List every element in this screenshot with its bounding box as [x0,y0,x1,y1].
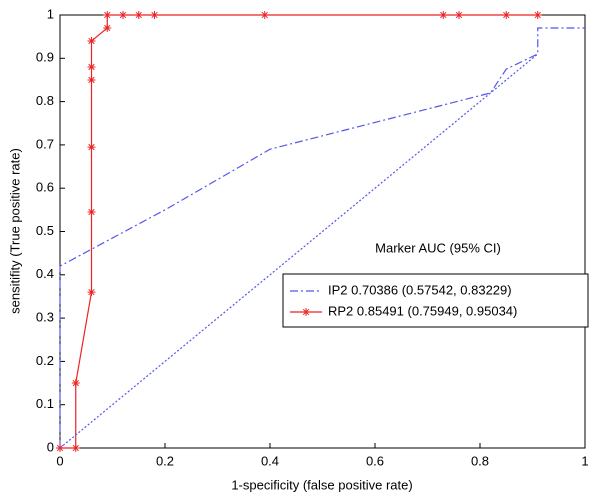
marker [87,288,96,297]
marker [260,11,269,19]
y-tick-label: 0.6 [36,180,54,195]
marker [119,11,127,19]
x-tick-label: 0.6 [366,453,384,468]
series-line [59,53,539,449]
legend-label: RP2 0.85491 (0.75949, 0.95034) [328,303,517,318]
legend-box [282,273,589,328]
y-tick-label: 0.2 [36,353,54,368]
y-tick-label: 0.9 [36,50,54,65]
x-tick-label: 0.4 [261,453,279,468]
marker [71,444,80,452]
y-tick-label: 0.7 [36,136,54,151]
marker [150,11,159,19]
y-tick-label: 0.1 [36,396,54,411]
legend-label: IP2 0.70386 (0.57542, 0.83229) [328,282,512,297]
legend-title: Marker AUC (95% CI) [375,240,501,255]
marker [87,62,96,71]
marker [134,11,143,19]
marker [87,143,96,152]
y-tick-label: 0 [47,439,54,454]
marker [533,11,542,19]
marker [103,23,112,32]
series-line [60,14,538,449]
marker [87,208,96,217]
marker [87,75,96,84]
x-axis-label: 1-specificity (false positive rate) [231,477,412,492]
marker [103,11,112,19]
series-line [59,27,585,448]
x-tick-label: 0 [56,453,63,468]
y-tick-label: 0.5 [36,223,54,238]
y-axis-label: sensitifity (True positive rate) [7,148,22,314]
marker [302,308,310,316]
marker [71,379,80,388]
y-tick-label: 1 [47,6,54,21]
y-tick-label: 0.8 [36,93,54,108]
x-tick-label: 0.2 [156,453,174,468]
x-tick-label: 0.8 [471,453,489,468]
marker [87,36,96,45]
x-tick-label: 1 [581,453,588,468]
marker [455,11,463,19]
y-tick-label: 0.4 [36,266,54,281]
y-tick-label: 0.3 [36,310,54,325]
marker [439,11,448,19]
marker [502,11,511,19]
